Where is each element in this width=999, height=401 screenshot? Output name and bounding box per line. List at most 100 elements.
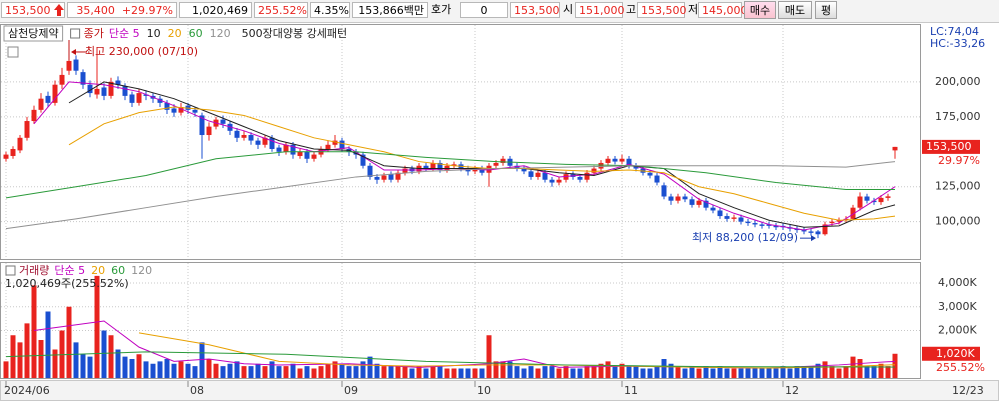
- note-arrowhead: [71, 48, 76, 55]
- candle-body: [17, 137, 23, 151]
- volume-bar: [276, 366, 282, 378]
- volume-bar: [787, 368, 793, 378]
- volume-bar: [374, 363, 380, 378]
- x-tick-label: 2024/06: [4, 384, 50, 397]
- candle-body: [605, 158, 611, 163]
- candle-body: [661, 185, 667, 197]
- candle-body: [738, 217, 744, 222]
- candle-body: [514, 165, 520, 169]
- volume-ma-line: [138, 332, 896, 369]
- volume-bar: [577, 368, 583, 378]
- x-tick-label: 11: [624, 384, 638, 397]
- date-axis: [0, 380, 999, 401]
- volume-bar: [402, 366, 408, 378]
- candle-body: [66, 60, 72, 71]
- volume-bar: [605, 361, 611, 378]
- y-tick-label: 2,000K: [938, 324, 977, 337]
- low: 145,000: [698, 2, 748, 18]
- volume-bar: [17, 342, 23, 378]
- checkbox: [5, 265, 16, 276]
- low-label: 저: [688, 3, 699, 16]
- candle-body: [542, 172, 548, 180]
- candle-body: [45, 95, 51, 103]
- volume-bar: [52, 349, 58, 378]
- sell-button[interactable]: 매도: [778, 1, 812, 19]
- note-arrowhead: [811, 235, 816, 242]
- candle-body: [584, 172, 590, 180]
- volume-bar: [661, 359, 667, 378]
- candle-body: [871, 200, 877, 203]
- volume-bar: [801, 366, 807, 378]
- volume-bar: [619, 363, 625, 378]
- candle-body: [332, 140, 338, 145]
- volume-bar: [304, 366, 310, 378]
- last-change: 29.97%: [938, 154, 980, 167]
- volume-bar: [360, 361, 366, 378]
- quote: 0: [460, 2, 508, 18]
- volume-bar: [570, 368, 576, 378]
- candle-body: [591, 168, 597, 173]
- candle-body: [52, 84, 58, 103]
- volume-bar: [444, 368, 450, 378]
- volume-bar: [332, 361, 338, 378]
- legend-entry: 20: [91, 264, 105, 277]
- volume-bar: [598, 363, 604, 378]
- candle-body: [829, 221, 835, 224]
- volume-bar: [381, 366, 387, 378]
- volume-bar: [94, 275, 100, 378]
- volume-ratio: 255.52%: [254, 2, 308, 18]
- legend-entry: 10: [147, 27, 161, 40]
- change-pct: +29.97%: [121, 4, 173, 17]
- volume-bar: [857, 359, 863, 378]
- volume-bar: [3, 361, 9, 378]
- legend-entry: 단순 5: [109, 27, 140, 40]
- candle-body: [549, 179, 555, 183]
- candle-body: [10, 148, 16, 156]
- volume-bar: [584, 366, 590, 378]
- low-note: 최저 88,200 (12/09): [692, 231, 798, 244]
- candle-body: [717, 210, 723, 217]
- volume-bar: [206, 359, 212, 378]
- candle-body: [682, 196, 688, 200]
- candle-body: [773, 225, 779, 228]
- candle-body: [311, 154, 317, 159]
- volume-bar: [871, 366, 877, 378]
- candle-body: [101, 87, 107, 96]
- candle-body: [178, 107, 184, 113]
- candle-body: [801, 230, 807, 232]
- candle-body: [388, 174, 394, 180]
- candle-body: [836, 220, 842, 222]
- volume-bar: [297, 368, 303, 378]
- volume-bar: [542, 366, 548, 378]
- quote-label: 호가: [431, 3, 452, 16]
- volume-bar: [591, 366, 597, 378]
- candle-body: [864, 196, 870, 201]
- volume-bar: [892, 353, 898, 378]
- candle-body: [143, 94, 149, 96]
- volume-bar: [647, 368, 653, 378]
- volume-bar: [416, 366, 422, 378]
- volume-bar: [878, 363, 884, 378]
- candle-body: [598, 162, 604, 169]
- pattern-label: 500장대양봉 강세패턴: [242, 27, 347, 40]
- volume-bar: [283, 366, 289, 378]
- buy-button[interactable]: 매수: [744, 1, 776, 19]
- high: 153,500: [637, 2, 687, 18]
- candle-body: [59, 74, 65, 85]
- volume-bar: [311, 368, 317, 378]
- volume-bar: [780, 366, 786, 378]
- candle-body: [325, 144, 331, 149]
- candle-body: [395, 172, 401, 180]
- candle-body: [381, 175, 387, 180]
- candle-body: [241, 135, 247, 138]
- volume-bar: [689, 366, 695, 378]
- volume-bar: [73, 342, 79, 378]
- volume-bar: [654, 366, 660, 378]
- volume-bar: [563, 366, 569, 378]
- candle-body: [304, 151, 310, 159]
- grid-icon: [7, 46, 19, 58]
- volume-bar: [115, 349, 121, 378]
- volume-bar: [367, 356, 373, 378]
- avg-button[interactable]: 평: [815, 1, 837, 19]
- candle-body: [402, 168, 408, 173]
